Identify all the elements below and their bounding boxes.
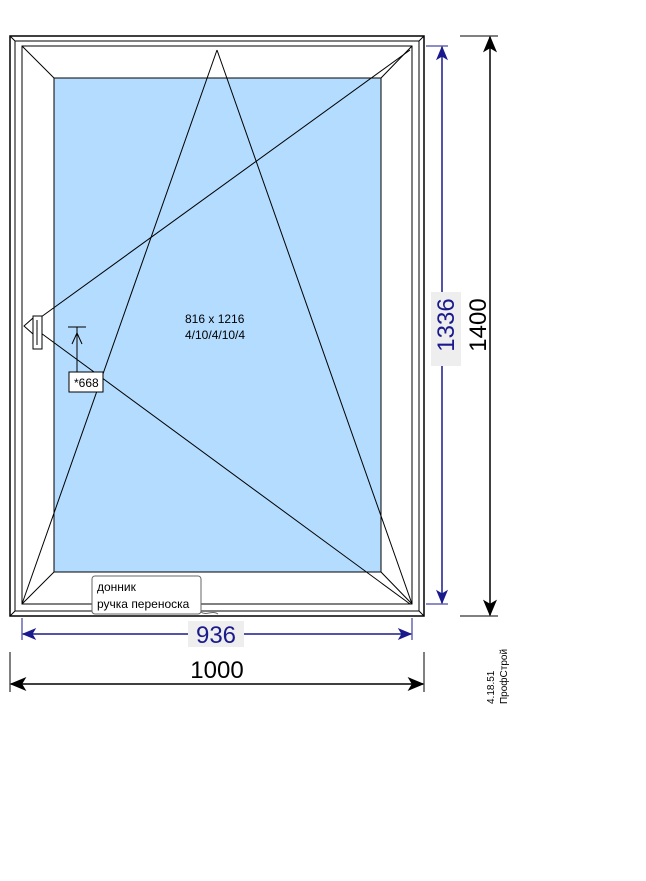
frame-width-dimension (9, 652, 425, 692)
handle-height-label: *668 (74, 376, 99, 390)
side-caption-code: 4.18.51 (486, 670, 497, 704)
side-caption-brand: ПрофСтрой (498, 649, 510, 704)
handle-icon (23, 315, 43, 350)
sash-height-label-bg (431, 292, 461, 366)
sash-width-label: 936 (196, 622, 236, 649)
frame-height-label: 1400 (465, 298, 492, 351)
handle-height-marker (68, 326, 86, 372)
note-line-1: донник (97, 580, 137, 594)
glass-formula-label: 4/10/4/10/4 (185, 328, 245, 342)
note-line-2: ручка переноска (97, 597, 190, 611)
frame-height-dimension (460, 35, 498, 617)
sash-height-label: 1336 (433, 298, 460, 351)
glass-pane (53, 77, 382, 573)
glass-size-label: 816 x 1216 (185, 312, 245, 326)
sash-width-label-bg (188, 621, 244, 647)
notes-callout (91, 575, 219, 615)
handle-height-box (68, 371, 104, 393)
frame-width-label: 1000 (190, 657, 243, 684)
opening-lines (21, 49, 413, 605)
